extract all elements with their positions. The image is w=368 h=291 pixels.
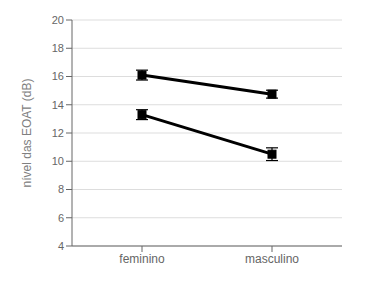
svg-text:16: 16	[52, 70, 64, 82]
svg-text:10: 10	[52, 155, 64, 167]
svg-text:14: 14	[52, 99, 64, 111]
svg-text:18: 18	[52, 42, 64, 54]
svg-text:6: 6	[58, 212, 64, 224]
svg-text:20: 20	[52, 14, 64, 26]
svg-text:8: 8	[58, 183, 64, 195]
svg-text:12: 12	[52, 127, 64, 139]
svg-text:masculino: masculino	[245, 252, 299, 266]
svg-text:nível das EOAT (dB): nível das EOAT (dB)	[20, 79, 34, 188]
svg-text:4: 4	[58, 240, 64, 252]
svg-text:feminino: feminino	[119, 252, 165, 266]
